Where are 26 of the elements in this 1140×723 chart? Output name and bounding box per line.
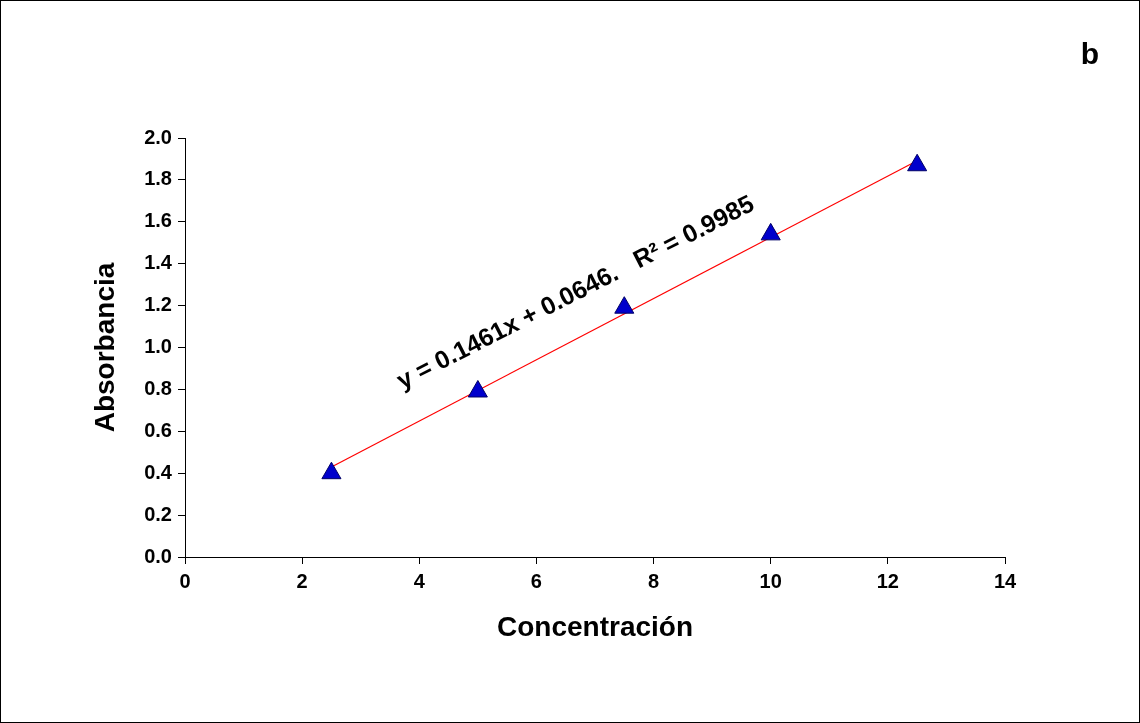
y-tick-label: 0.0 [144, 544, 172, 567]
point [760, 222, 781, 241]
x-tick-label: 6 [530, 569, 542, 592]
text: b [1080, 37, 1099, 71]
y-tick-label: 1.4 [144, 251, 173, 274]
point [907, 153, 928, 172]
y-tick-label: 1.8 [144, 167, 172, 190]
x-tick-label: 10 [759, 569, 782, 592]
point [321, 461, 342, 480]
y-tick-label: 1.6 [144, 209, 172, 232]
y-tick-label: 0.4 [144, 460, 173, 483]
x-tick-label: 14 [993, 569, 1017, 592]
x-tick-label: 8 [648, 569, 660, 592]
x-tick-label: 2 [296, 569, 308, 592]
point [467, 380, 488, 398]
y-tick-label: 1.2 [144, 293, 172, 316]
y-tick-label: 0.2 [144, 502, 172, 525]
y-tick-label: 2.0 [144, 125, 172, 148]
x-tick-label: 12 [876, 569, 899, 592]
y-axis-title: Absorbancia [88, 262, 120, 433]
y-tick-label: 1.0 [144, 335, 172, 358]
x-axis-title: Concentración [496, 610, 694, 642]
x-tick-label: 0 [179, 569, 191, 592]
y-tick-label: 0.6 [144, 418, 172, 441]
x-tick-label: 4 [413, 569, 426, 592]
y-tick-label: 0.8 [144, 376, 172, 399]
